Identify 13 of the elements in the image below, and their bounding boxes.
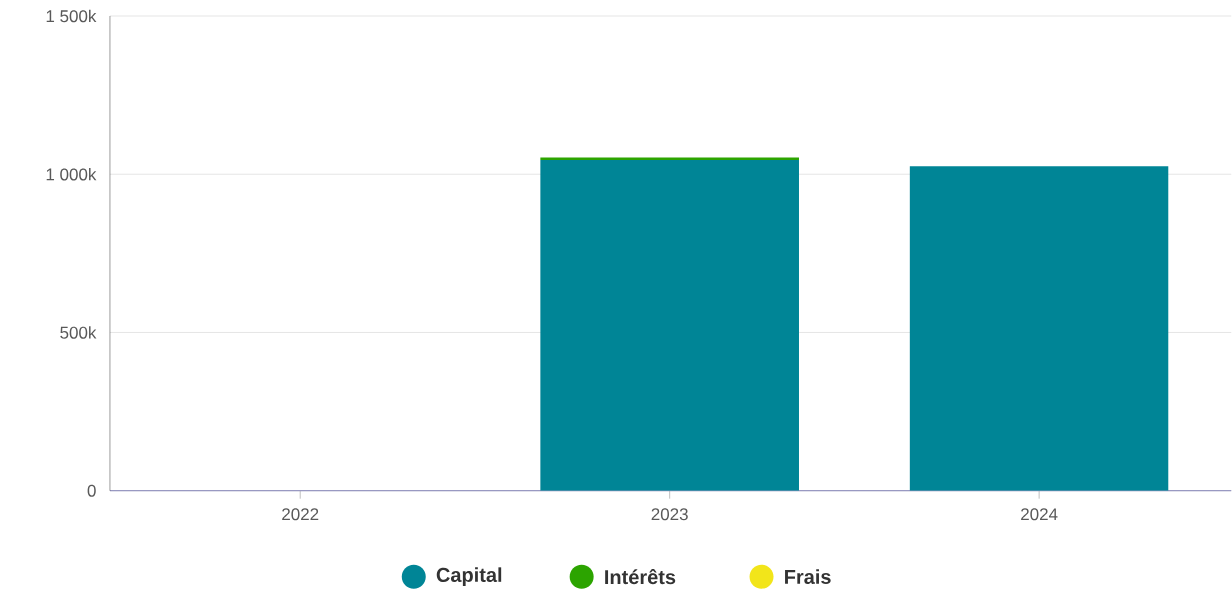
y-tick-label: 500k — [60, 326, 97, 339]
x-tick-label: 2024 — [1021, 508, 1058, 521]
legend-label: Capital — [436, 567, 502, 587]
x-tick-label: 2022 — [282, 508, 319, 521]
bar — [540, 160, 799, 491]
legend-label: Intérêts — [605, 569, 676, 585]
y-tick-label: 0 — [87, 484, 96, 497]
legend-label: Frais — [785, 569, 831, 585]
y-tick-label: 1 500k — [46, 9, 97, 23]
y-tick-label: 1 000k — [46, 168, 97, 181]
x-tick-label: 2023 — [651, 508, 688, 521]
bar — [540, 157, 799, 161]
bar — [909, 166, 1169, 491]
